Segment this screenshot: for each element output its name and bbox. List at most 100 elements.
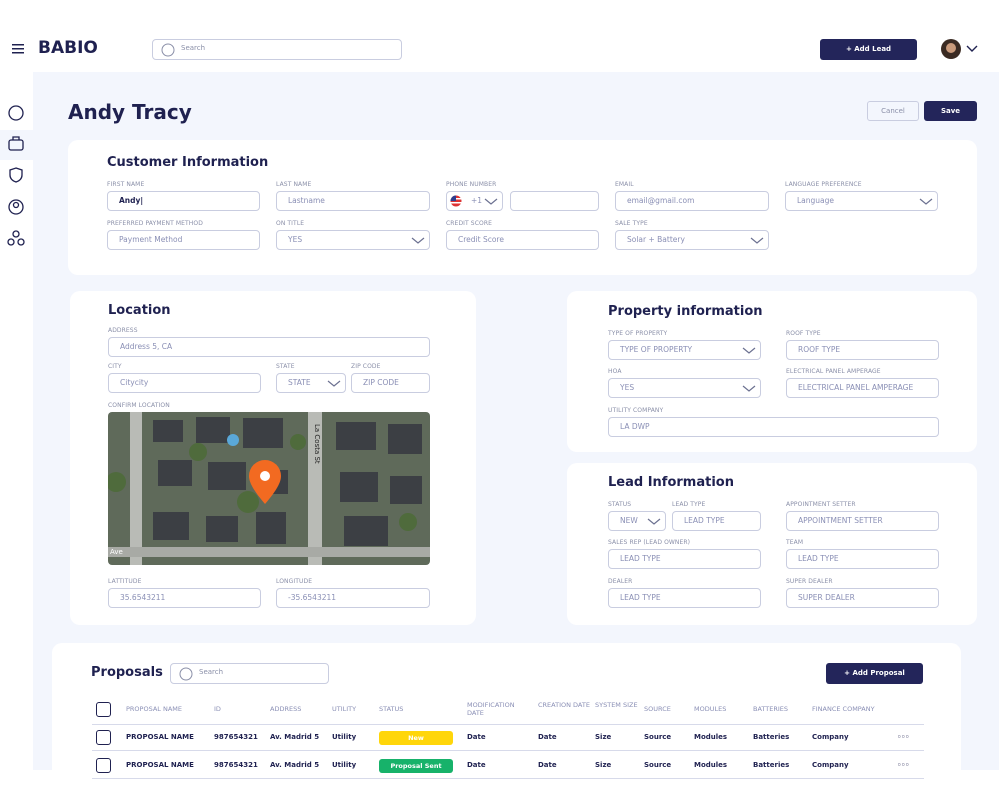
column-header: UTILITY [332, 705, 357, 713]
proposals-card [52, 643, 961, 811]
column-header: ADDRESS [270, 705, 302, 713]
dropdown-chevron [411, 237, 425, 244]
input-field[interactable]: Payment Method [107, 230, 260, 250]
field-label: ON TITLE [276, 220, 305, 227]
section-title: Customer Information [107, 155, 269, 170]
add-lead-button[interactable]: + Add Lead [820, 39, 917, 60]
input-field[interactable]: Solar + Battery [615, 230, 769, 250]
field-label: LEAD TYPE [672, 501, 706, 508]
input-field[interactable]: STATE [276, 373, 346, 393]
row-menu[interactable]: ◦◦◦ [897, 733, 909, 741]
input-field[interactable]: YES [276, 230, 430, 250]
column-header: SYSTEM SIZE [595, 701, 638, 709]
input-field[interactable]: LEAD TYPE [786, 549, 939, 569]
table-cell: Av. Madrid 5 [270, 761, 320, 769]
table-cell: Company [812, 733, 849, 741]
input-field[interactable]: Language [785, 191, 938, 211]
row-checkbox[interactable] [96, 730, 111, 745]
save-button[interactable]: Save [924, 101, 977, 121]
sidebar [0, 105, 33, 246]
input-field[interactable]: LEAD TYPE [608, 549, 761, 569]
field-label: SALES REP (LEAD OWNER) [608, 539, 691, 546]
input-field[interactable]: ELECTRICAL PANEL AMPERAGE [786, 378, 939, 398]
header-divider [92, 724, 924, 725]
field-label: HOA [608, 368, 622, 375]
table-cell: Av. Madrid 5 [270, 733, 320, 741]
input-field[interactable]: NEW [608, 511, 666, 531]
field-label: SUPER DEALER [786, 578, 833, 585]
field-label: STATE [276, 363, 295, 370]
input-field[interactable]: LEAD TYPE [672, 511, 761, 531]
input-field[interactable]: -35.6543211 [276, 588, 430, 608]
field-label: CREDIT SCORE [446, 220, 492, 227]
row-checkbox[interactable] [96, 758, 111, 773]
input-field[interactable] [510, 191, 599, 211]
table-cell: Size [595, 761, 612, 769]
input-field[interactable]: email@gmail.com [615, 191, 769, 211]
select-all-checkbox[interactable] [96, 702, 111, 717]
dropdown-chevron [742, 347, 756, 354]
input-field[interactable]: SUPER DEALER [786, 588, 939, 608]
field-label: ZIP CODE [351, 363, 381, 370]
input-field[interactable]: TYPE OF PROPERTY [608, 340, 761, 360]
input-field[interactable]: ROOF TYPE [786, 340, 939, 360]
table-cell: PROPOSAL NAME [126, 733, 194, 741]
input-field[interactable]: APPOINTMENT SETTER [786, 511, 939, 531]
table-cell: Date [467, 733, 486, 741]
menu-icon[interactable] [12, 43, 26, 55]
field-label: PHONE NUMBER [446, 181, 497, 188]
field-label: STATUS [608, 501, 632, 508]
table-cell: Modules [694, 733, 728, 741]
input-field[interactable]: 35.6543211 [108, 588, 261, 608]
field-label: ADDRESS [108, 327, 138, 334]
input-field[interactable]: LA DWP [608, 417, 939, 437]
field-label: LATTITUDE [108, 578, 142, 585]
row-menu[interactable]: ◦◦◦ [897, 761, 909, 769]
table-cell: 987654321 [214, 761, 258, 769]
add-proposal-button[interactable]: + Add Proposal [826, 663, 923, 684]
table-cell: Utility [332, 733, 357, 741]
field-label: FIRST NAME [107, 181, 145, 188]
input-field[interactable]: Lastname [276, 191, 430, 211]
table-cell: Modules [694, 761, 728, 769]
field-label: EMAIL [615, 181, 634, 188]
field-label: UTILITY COMPANY [608, 407, 664, 414]
field-label: LONGITUDE [276, 578, 313, 585]
input-field[interactable]: +1 [446, 191, 503, 211]
table-cell: Company [812, 761, 849, 769]
input-field[interactable]: LEAD TYPE [608, 588, 761, 608]
field-label: LANGUAGE PREFERENCE [785, 181, 862, 188]
dropdown-chevron [647, 518, 661, 525]
column-header: BATTERIES [753, 705, 789, 713]
input-field[interactable]: Citycity [108, 373, 261, 393]
column-header: PROPOSAL NAME [126, 705, 182, 713]
input-field[interactable]: ZIP CODE [351, 373, 430, 393]
avatar[interactable] [940, 38, 980, 60]
table-cell: PROPOSAL NAME [126, 761, 194, 769]
search-box[interactable]: Search [152, 39, 402, 60]
cancel-button[interactable]: Cancel [867, 101, 919, 121]
search-placeholder: Search [199, 668, 224, 676]
field-label: LAST NAME [276, 181, 312, 188]
input-field[interactable]: Andy| [107, 191, 260, 211]
dropdown-chevron [750, 237, 764, 244]
section-title: Property information [608, 304, 763, 319]
section-title: Location [108, 303, 171, 318]
map[interactable]: La Costa St Ave [108, 412, 430, 565]
field-label: DEALER [608, 578, 633, 585]
page-title: Andy Tracy [68, 100, 192, 124]
input-field[interactable]: Address 5, CA [108, 337, 430, 357]
column-header: MODULES [694, 705, 727, 713]
table-cell: Date [538, 761, 557, 769]
column-header: FINANCE COMPANY [812, 705, 875, 713]
search-icon [161, 43, 175, 57]
proposal-search[interactable]: Search [170, 663, 329, 684]
column-header: MODIFICATION DATE [467, 701, 515, 717]
section-title: Lead Information [608, 475, 734, 490]
input-field[interactable]: Credit Score [446, 230, 599, 250]
table-cell: Source [644, 761, 672, 769]
field-label: TEAM [786, 539, 804, 546]
table-cell: Batteries [753, 761, 790, 769]
input-field[interactable]: YES [608, 378, 761, 398]
